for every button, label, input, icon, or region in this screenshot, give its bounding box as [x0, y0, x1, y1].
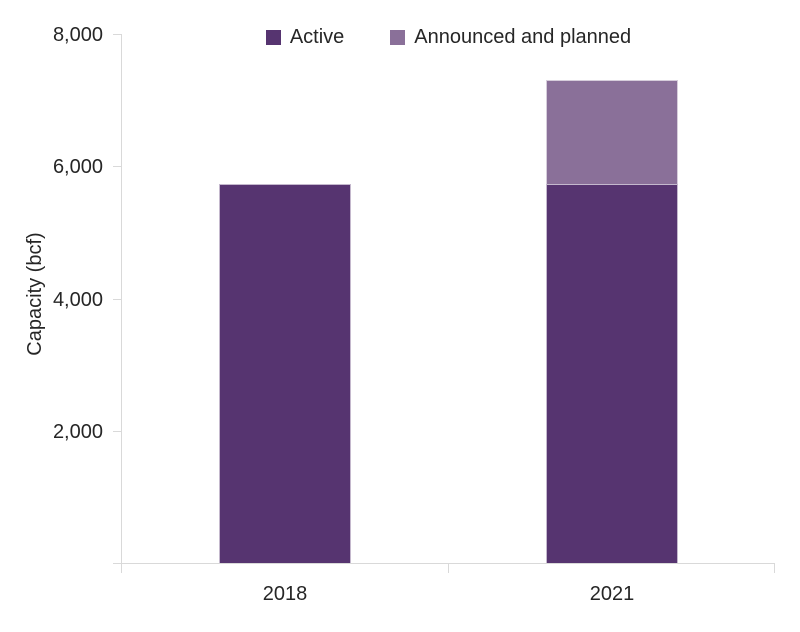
- x-category-label-2021: 2021: [589, 583, 635, 605]
- bar-2018-active: [219, 184, 351, 563]
- y-tick-label-6000: 6,000: [52, 156, 103, 178]
- x-tick-1: [448, 563, 449, 573]
- bar-2021-announced-and-planned: [546, 80, 678, 184]
- bar-2021-active: [546, 184, 678, 563]
- legend-item-active: Active: [265, 26, 345, 48]
- y-tick-6000: [113, 166, 122, 167]
- y-tick-label-2000: 2,000: [52, 421, 103, 443]
- legend-label-active: Active: [289, 26, 345, 48]
- y-tick-label-4000: 4,000: [52, 289, 103, 311]
- y-tick-8000: [113, 34, 122, 35]
- legend-swatch-announced-and-planned: [390, 29, 406, 45]
- legend-item-announced-and-planned: Announced and planned: [390, 27, 631, 47]
- y-tick-4000: [113, 299, 122, 300]
- y-tick-2000: [113, 431, 122, 432]
- legend: Active Announced and planned: [122, 22, 775, 52]
- x-tick-2: [774, 563, 775, 573]
- legend-label-announced-and-planned: Announced and planned: [414, 26, 632, 48]
- y-tick-label-8000: 8,000: [52, 24, 103, 46]
- x-axis-line: [113, 563, 775, 564]
- x-tick-0: [121, 563, 122, 573]
- x-category-label-2018: 2018: [262, 583, 308, 605]
- legend-swatch-active: [265, 29, 281, 45]
